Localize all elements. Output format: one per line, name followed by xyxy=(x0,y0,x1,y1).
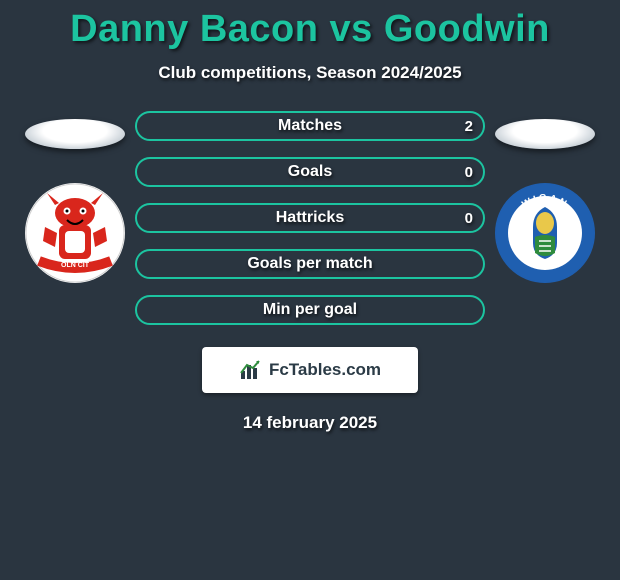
wigan-icon: WIGAN ATHLETIC xyxy=(495,183,595,283)
stat-right-value: 2 xyxy=(465,113,473,139)
comparison-card: Danny Bacon vs Goodwin Club competitions… xyxy=(0,0,620,433)
stat-label: Goals per match xyxy=(247,255,372,273)
stat-row-matches: Matches 2 xyxy=(135,111,485,141)
main-row: OLN CIT Matches 2 Goals 0 Hattricks 0 xyxy=(0,111,620,325)
lincoln-city-badge: OLN CIT xyxy=(25,183,125,283)
stat-row-goals-per-match: Goals per match xyxy=(135,249,485,279)
stat-label: Matches xyxy=(278,117,342,135)
bars-icon xyxy=(239,359,263,381)
stat-right-value: 0 xyxy=(465,205,473,231)
stat-row-goals: Goals 0 xyxy=(135,157,485,187)
stat-right-value: 0 xyxy=(465,159,473,185)
left-ellipse xyxy=(25,119,125,149)
season-subtitle: Club competitions, Season 2024/2025 xyxy=(0,63,620,83)
date-text: 14 february 2025 xyxy=(0,413,620,433)
left-side: OLN CIT xyxy=(15,111,135,283)
brand-badge[interactable]: FcTables.com xyxy=(202,347,418,393)
right-ellipse xyxy=(495,119,595,149)
stat-label: Goals xyxy=(288,163,332,181)
stat-row-min-per-goal: Min per goal xyxy=(135,295,485,325)
stat-row-hattricks: Hattricks 0 xyxy=(135,203,485,233)
brand-text: FcTables.com xyxy=(269,360,381,380)
svg-text:OLN CIT: OLN CIT xyxy=(61,262,90,269)
stats-column: Matches 2 Goals 0 Hattricks 0 Goals per … xyxy=(135,111,485,325)
imp-icon: OLN CIT xyxy=(25,183,125,283)
wigan-athletic-badge: WIGAN ATHLETIC xyxy=(495,183,595,283)
stat-label: Min per goal xyxy=(263,301,357,319)
right-side: WIGAN ATHLETIC xyxy=(485,111,605,283)
stat-label: Hattricks xyxy=(276,209,344,227)
page-title: Danny Bacon vs Goodwin xyxy=(0,8,620,51)
